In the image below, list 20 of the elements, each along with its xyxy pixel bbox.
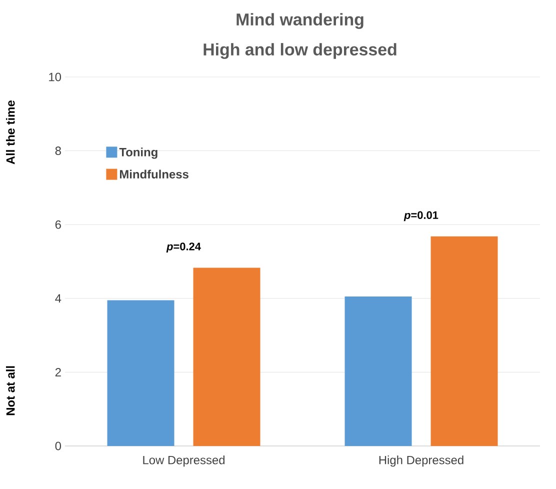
annotation: p=0.24 bbox=[166, 242, 201, 253]
legend-label: Toning bbox=[119, 148, 158, 159]
bar bbox=[193, 268, 260, 446]
y-tick-label: 10 bbox=[49, 72, 62, 82]
bar bbox=[344, 296, 412, 446]
text: All the time bbox=[6, 100, 15, 164]
y-tick-label: 2 bbox=[55, 368, 61, 376]
bar bbox=[107, 300, 174, 446]
legend-label: Mindfulness bbox=[120, 170, 188, 178]
x-tick-label: Low Depressed bbox=[143, 456, 224, 467]
y-tick-label: 8 bbox=[55, 146, 61, 156]
chart-subtitle: High and low depressed bbox=[204, 43, 396, 59]
x-tick-label: High Depressed bbox=[379, 456, 464, 467]
y-tick-label: 4 bbox=[55, 294, 62, 302]
y-tick-label: 0 bbox=[55, 442, 62, 450]
y-tick-label: 6 bbox=[55, 220, 61, 229]
chart-title: Mind wandering bbox=[236, 13, 364, 29]
annotation: p=0.01 bbox=[404, 211, 438, 222]
bar bbox=[430, 236, 498, 446]
text: Not at all bbox=[6, 366, 15, 416]
